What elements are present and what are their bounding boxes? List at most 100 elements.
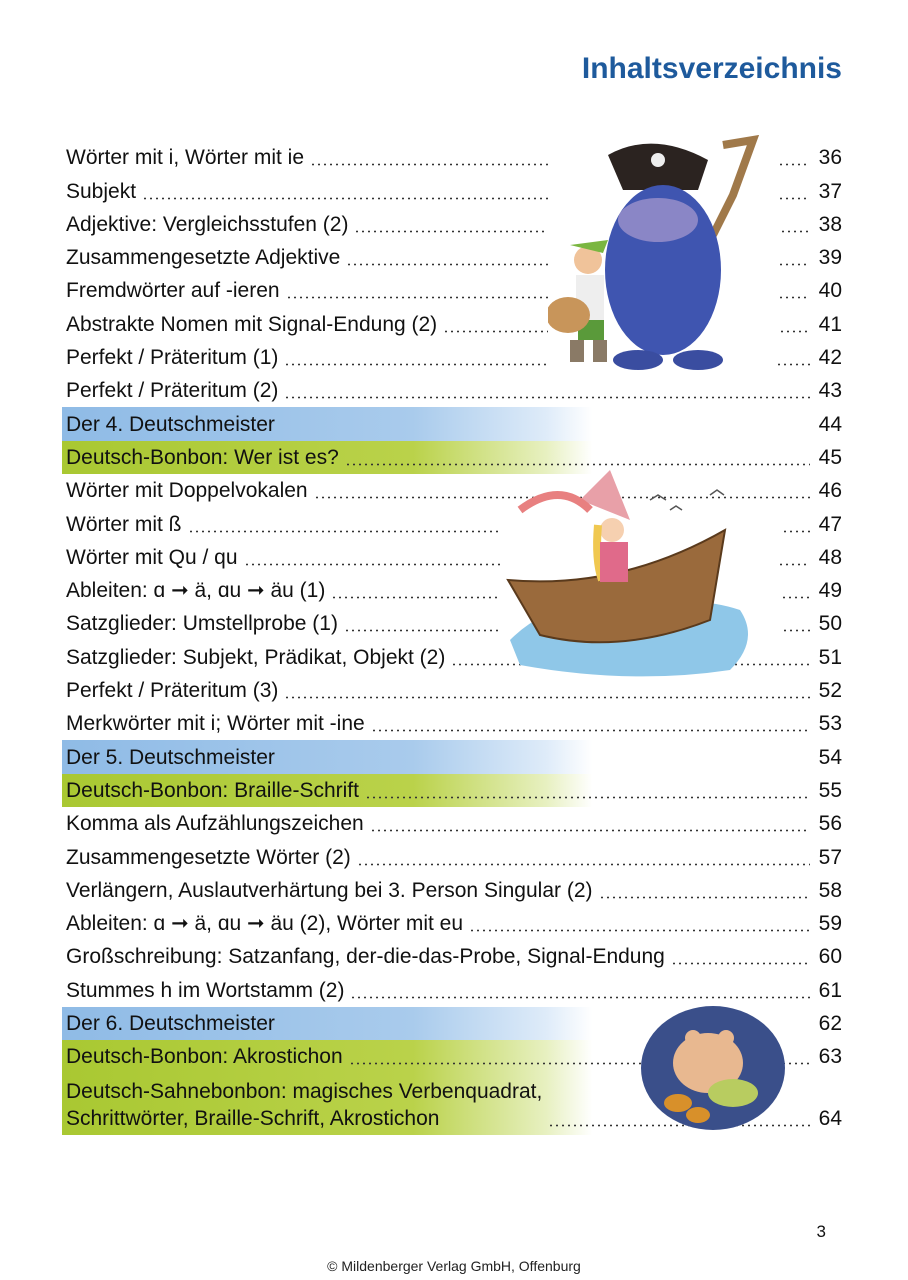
dot-leader (281, 430, 810, 433)
toc-entry-page: 36 (818, 146, 842, 170)
toc-entry-label: Großschreibung: Satzanfang, der-die-das-… (66, 945, 665, 969)
dot-leader (187, 529, 810, 533)
toc-entry-page: 53 (818, 712, 842, 736)
toc-entry-label: Satzglieder: Umstellprobe (1) (66, 612, 338, 636)
pirate-monster-illustration (548, 135, 778, 370)
toc-entry-page: 64 (818, 1107, 842, 1131)
dot-leader (670, 962, 810, 966)
dot-leader (350, 995, 810, 999)
princess-boat-illustration (500, 470, 780, 677)
toc-entry-label: Ableiten: ɑ ➞ ä, ɑu ➞ äu (1) (66, 579, 326, 603)
toc-entry-label: Ableiten: ɑ ➞ ä, ɑu ➞ äu (2), Wörter mit… (66, 912, 464, 936)
toc-entry-page: 55 (818, 778, 842, 802)
toc-entry-page: 45 (818, 445, 842, 469)
toc-entry[interactable]: Verlängern, Auslautverhärtung bei 3. Per… (62, 874, 842, 907)
dot-leader (356, 862, 810, 866)
toc-entry[interactable]: Der 5. Deutschmeister 54 (62, 740, 842, 774)
dot-leader (285, 296, 810, 300)
toc-entry-label: Deutsch-Bonbon: Braille-Schrift (66, 778, 359, 802)
dot-leader (598, 895, 810, 899)
toc-entry[interactable]: Deutsch-Sahnebonbon: magisches Verbenqua… (62, 1073, 842, 1136)
toc-entry-page: 54 (818, 745, 842, 769)
toc-entry-label: Wörter mit Doppelvokalen (66, 479, 308, 503)
toc-entry-page: 46 (818, 479, 842, 503)
toc-entry[interactable]: Der 4. Deutschmeister 44 (62, 407, 842, 441)
toc-entry-label: Adjektive: Vergleichsstufen (2) (66, 212, 349, 236)
dot-leader (284, 696, 810, 700)
toc-entry-page: 59 (818, 912, 842, 936)
toc-entry-page: 58 (818, 878, 842, 902)
toc-entry-label: Merkwörter mit i; Wörter mit -ine (66, 712, 365, 736)
toc-entry[interactable]: Deutsch-Bonbon: Wer ist es? 45 (62, 440, 842, 474)
toc-entry[interactable]: Perfekt / Präteritum (3) 52 (62, 674, 842, 707)
toc-entry-label: Wörter mit i, Wörter mit ie (66, 146, 305, 170)
toc-entry[interactable]: Wörter mit ß 47 (62, 507, 842, 540)
toc-entry-page: 43 (818, 379, 842, 403)
toc-entry-page: 62 (818, 1012, 842, 1036)
toc-entry[interactable]: Perfekt / Präteritum (1) 42 (62, 341, 842, 374)
dot-leader (284, 396, 810, 400)
toc-entry-label: Der 5. Deutschmeister (66, 745, 275, 769)
page-title: Inhaltsverzeichnis (581, 52, 842, 85)
toc-entry-page: 48 (818, 545, 842, 569)
toc-entry-page: 38 (818, 212, 842, 236)
toc-entry-label: Stummes h im Wortstamm (2) (66, 978, 345, 1002)
toc-entry-label: Zusammengesetzte Wörter (2) (66, 845, 351, 869)
toc-entry[interactable]: Komma als Aufzählungszeichen 56 (62, 807, 842, 840)
toc-entry-page: 39 (818, 246, 842, 270)
toc-entry-label: Wörter mit ß (66, 512, 182, 536)
toc-entry[interactable]: Ableiten: ɑ ➞ ä, ɑu ➞ äu (2), Wörter mit… (62, 907, 842, 940)
toc-entry-page: 47 (818, 512, 842, 536)
table-of-contents: Wörter mit i, Wörter mit ie 36 Subjekt 37 Ad… (62, 141, 842, 1136)
toc-entry-page: 44 (818, 412, 842, 436)
toc-entry-label: Zusammengesetzte Adjektive (66, 246, 341, 270)
toc-entry[interactable]: Merkwörter mit i; Wörter mit -ine 53 (62, 707, 842, 740)
toc-entry-page: 57 (818, 845, 842, 869)
dot-leader (344, 462, 810, 466)
toc-entry[interactable]: Großschreibung: Satzanfang, der-die-das-… (62, 940, 842, 973)
toc-entry-label: Verlängern, Auslautverhärtung bei 3. Per… (66, 878, 593, 902)
hamster-illustration (641, 1006, 785, 1130)
toc-entry-page: 42 (818, 346, 842, 370)
toc-entry-label: Perfekt / Präteritum (2) (66, 379, 279, 403)
toc-entry-label: Deutsch-Bonbon: Akrostichon (66, 1045, 343, 1069)
toc-entry-page: 56 (818, 812, 842, 836)
dot-leader (284, 363, 810, 367)
toc-entry-page: 51 (818, 645, 842, 669)
toc-entry-label: Abstrakte Nomen mit Signal-Endung (2) (66, 312, 438, 336)
toc-entry[interactable]: Perfekt / Präteritum (2) 43 (62, 374, 842, 407)
toc-entry-label: Komma als Aufzählungszeichen (66, 812, 364, 836)
toc-entry-label: Perfekt / Präteritum (1) (66, 346, 279, 370)
toc-entry-page: 49 (818, 579, 842, 603)
toc-entry-label: Subjekt (66, 179, 137, 203)
toc-entry-page: 37 (818, 179, 842, 203)
toc-entry-page: 61 (818, 978, 842, 1002)
dot-leader (370, 729, 810, 733)
toc-entry[interactable]: Stummes h im Wortstamm (2) 61 (62, 973, 842, 1006)
dot-leader (548, 1124, 810, 1128)
dot-leader (142, 196, 810, 200)
toc-entry-page: 63 (818, 1045, 842, 1069)
toc-entry-label: Fremdwörter auf -ieren (66, 279, 280, 303)
dot-leader (364, 795, 810, 799)
toc-entry[interactable]: Satzglieder: Umstellprobe (1) 50 (62, 607, 842, 640)
dot-leader (348, 1062, 810, 1066)
toc-entry-page: 60 (818, 945, 842, 969)
toc-entry-page: 40 (818, 279, 842, 303)
toc-entry[interactable]: Deutsch-Bonbon: Braille-Schrift 55 (62, 773, 842, 807)
toc-entry-label: Wörter mit Qu / qu (66, 545, 238, 569)
page-number: 3 (816, 1222, 826, 1241)
toc-entry[interactable]: Fremdwörter auf -ieren 40 (62, 274, 842, 307)
copyright-footer: © Mildenberger Verlag GmbH, Offenburg (327, 1258, 581, 1274)
dot-leader (281, 763, 810, 766)
toc-entry-label: Deutsch-Bonbon: Wer ist es? (66, 445, 339, 469)
dot-leader (369, 829, 810, 833)
toc-entry-page: 52 (818, 679, 842, 703)
toc-entry-label: Der 6. Deutschmeister (66, 1012, 275, 1036)
toc-entry-page: 50 (818, 612, 842, 636)
toc-entry-label: Satzglieder: Subjekt, Prädikat, Objekt (… (66, 645, 446, 669)
toc-entry[interactable]: Zusammengesetzte Wörter (2) 57 (62, 840, 842, 873)
dot-leader (469, 929, 810, 933)
toc-entry-label: Deutsch-Sahnebonbon: magisches Verbenqua… (66, 1080, 543, 1131)
toc-entry[interactable]: Subjekt 37 (62, 174, 842, 207)
